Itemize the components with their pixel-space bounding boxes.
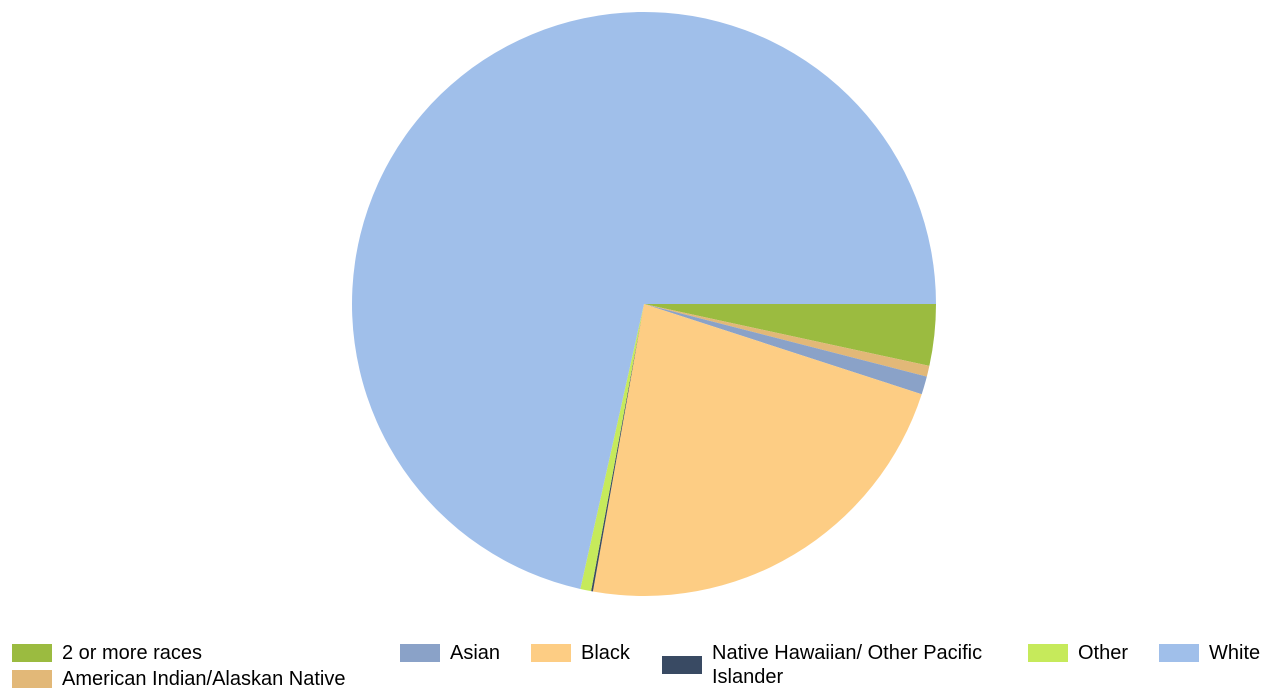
legend-item-native-hawaiian: Native Hawaiian/ Other Pacific Islander <box>662 641 1007 688</box>
legend-swatch-other <box>1028 644 1068 662</box>
pie-slice-asian <box>644 304 927 395</box>
pie-slice-native-hawaiian-other-pacific-islander <box>591 304 644 592</box>
pie-slice-other <box>580 304 644 592</box>
legend-label-asian: Asian <box>450 642 501 664</box>
legend-item-black: Black <box>531 641 630 665</box>
legend-item-american-indian: American Indian/Alaskan Native <box>12 667 345 688</box>
pie-slice-white <box>351 11 936 589</box>
pie-slice-black <box>592 304 922 596</box>
legend-label-native-hawaiian: Native Hawaiian/ Other Pacific Islander <box>712 642 983 688</box>
legend-label-white: White <box>1209 642 1261 664</box>
legend-label-2-or-more-races: 2 or more races <box>62 642 203 664</box>
legend-label-black: Black <box>581 642 630 664</box>
pie-slice-2-or-more-races <box>644 304 936 366</box>
legend-swatch-native-hawaiian <box>662 656 702 674</box>
legend-item-white: White <box>1159 641 1260 665</box>
legend-swatch-white <box>1159 644 1199 662</box>
pie-chart <box>351 11 936 596</box>
legend-label-american-indian: American Indian/Alaskan Native <box>62 668 346 688</box>
legend-swatch-2-or-more-races <box>12 644 52 662</box>
legend-item-asian: Asian <box>400 641 500 665</box>
legend-label-other: Other <box>1078 642 1129 664</box>
legend-swatch-asian <box>400 644 440 662</box>
legend-swatch-black <box>531 644 571 662</box>
legend-item-2-or-more-races: 2 or more races <box>12 641 202 665</box>
pie-slice-american-indian-alaskan-native <box>644 304 930 377</box>
legend-item-other: Other <box>1028 641 1128 665</box>
legend-swatch-american-indian <box>12 670 52 688</box>
